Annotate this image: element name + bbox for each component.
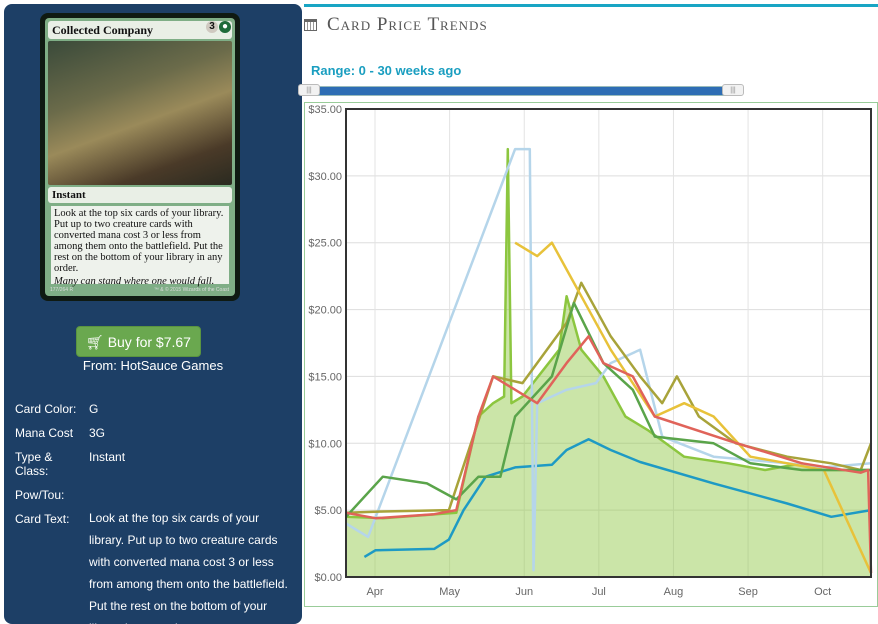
x-tick-label: Oct bbox=[814, 586, 831, 598]
card-art bbox=[48, 41, 232, 185]
prop-value: Look at the top six cards of your librar… bbox=[89, 511, 288, 624]
series-line-2 bbox=[345, 147, 872, 572]
card-rules-box: Look at the top six cards of your librar… bbox=[51, 206, 229, 287]
prop-row-pow-tou: Pow/Tou: bbox=[15, 488, 295, 502]
prop-row-mana-cost: Mana Cost 3G bbox=[15, 426, 295, 440]
x-tick-label: Sep bbox=[738, 586, 758, 598]
card-rules-text: Look at the top six cards of your librar… bbox=[54, 208, 224, 274]
cart-icon: 🛒︎ bbox=[86, 334, 104, 350]
y-tick-label: $0.00 bbox=[314, 572, 342, 584]
mana-cost-symbols: 3 ● bbox=[205, 21, 231, 33]
buy-button-label: Buy for $7.67 bbox=[107, 334, 191, 350]
prop-label: Card Color: bbox=[15, 402, 77, 416]
x-tick-label: Jun bbox=[515, 586, 533, 598]
range-label: Range: 0 - 30 weeks ago bbox=[311, 63, 462, 78]
prop-label: Type & Class: bbox=[15, 450, 53, 478]
y-tick-label: $5.00 bbox=[314, 505, 342, 517]
x-tick-label: Aug bbox=[664, 586, 684, 598]
plot-border bbox=[345, 108, 872, 578]
series-area-0 bbox=[346, 149, 871, 577]
card-image: Collected Company 3 ● Instant Look at the… bbox=[40, 13, 240, 301]
prop-value: G bbox=[89, 402, 99, 416]
y-tick-label: $15.00 bbox=[308, 371, 342, 383]
prop-value bbox=[89, 488, 295, 502]
prop-row-card-text: Card Text: Look at the top six cards of … bbox=[15, 511, 295, 624]
section-title: Card Price Trends bbox=[327, 14, 488, 35]
prop-row-type: Type & Class: Instant bbox=[15, 450, 295, 478]
slider-handle-right[interactable]: ||| bbox=[722, 84, 744, 96]
series-line-6 bbox=[345, 335, 873, 574]
buy-button[interactable]: 🛒︎ Buy for $7.67 bbox=[76, 326, 201, 357]
card-frame: Collected Company 3 ● Instant Look at the… bbox=[45, 18, 235, 296]
series-line-1 bbox=[363, 438, 872, 558]
y-tick-label: $20.00 bbox=[308, 305, 342, 317]
card-type-line: Instant bbox=[48, 187, 232, 203]
prop-label: Pow/Tou: bbox=[15, 488, 65, 502]
card-collector-number: 177/264 R bbox=[50, 287, 74, 293]
card-flavor-text: Many can stand where one would fall. bbox=[54, 276, 215, 287]
prop-value: Instant bbox=[89, 450, 126, 464]
green-mana-icon: ● bbox=[219, 21, 231, 33]
price-trend-chart: $0.00 $5.00 $10.00 $15.00 $20.00 $25.00 $30.00… bbox=[304, 102, 878, 607]
prop-row-color: Card Color: G bbox=[15, 402, 295, 416]
y-tick-label: $35.00 bbox=[308, 104, 342, 116]
slider-handle-left[interactable]: ||| bbox=[298, 84, 320, 96]
y-tick-label: $25.00 bbox=[308, 238, 342, 250]
seller-label: From: HotSauce Games bbox=[82, 358, 224, 373]
range-slider[interactable]: ||| ||| bbox=[298, 84, 744, 96]
prop-value: 3G bbox=[89, 426, 106, 440]
card-name: Collected Company bbox=[48, 21, 232, 39]
series-line-3 bbox=[345, 281, 873, 515]
x-tick-label: May bbox=[439, 586, 460, 598]
x-tick-label: Jul bbox=[592, 586, 606, 598]
card-properties: Card Color: G Mana Cost 3G Type & Class:… bbox=[15, 402, 295, 624]
section-divider bbox=[304, 4, 878, 7]
prop-label: Card Text: bbox=[15, 512, 70, 526]
card-sidebar: Collected Company 3 ● Instant Look at the… bbox=[4, 4, 302, 624]
section-heading: Card Price Trends bbox=[304, 14, 488, 38]
prop-label: Mana Cost bbox=[15, 426, 74, 440]
series-line-5 bbox=[345, 301, 871, 518]
x-tick-label: Apr bbox=[366, 586, 383, 598]
mana-generic-symbol: 3 bbox=[206, 21, 218, 33]
chart-frame bbox=[304, 102, 878, 607]
slider-track[interactable] bbox=[306, 86, 736, 96]
calendar-icon bbox=[304, 19, 317, 31]
y-tick-label: $10.00 bbox=[308, 438, 342, 450]
y-tick-label: $30.00 bbox=[308, 171, 342, 183]
card-copyright: ™ & © 2015 Wizards of the Coast bbox=[153, 287, 229, 293]
